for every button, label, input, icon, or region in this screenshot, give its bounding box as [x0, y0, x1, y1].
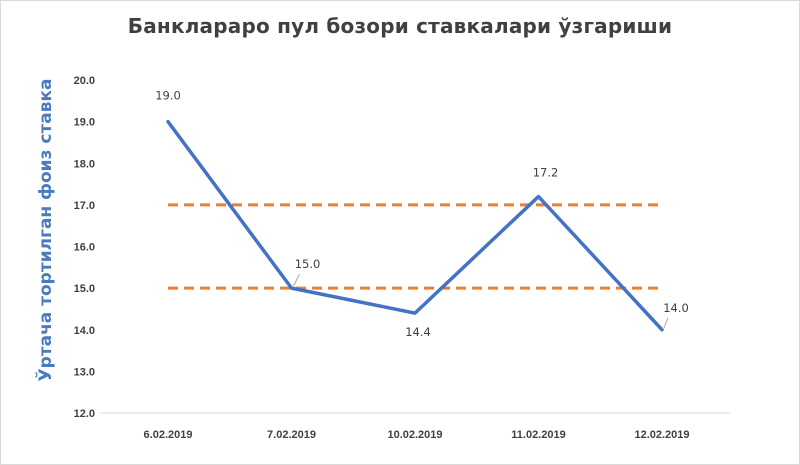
y-tick-label: 18.0: [74, 158, 95, 170]
data-label-leader: [663, 317, 669, 328]
reference-lines: [168, 203, 662, 290]
data-label: 15.0: [295, 257, 321, 271]
y-tick-label: 12.0: [74, 408, 95, 420]
y-tick-label: 19.0: [74, 117, 95, 129]
x-tick-label: 7.02.2019: [267, 429, 316, 441]
y-tick-label: 17.0: [74, 200, 95, 212]
data-label: 19.0: [155, 89, 181, 103]
data-label: 14.0: [663, 301, 689, 315]
data-label: 17.2: [533, 166, 559, 180]
y-tick-label: 13.0: [74, 366, 95, 378]
data-label: 14.4: [405, 325, 431, 339]
data-labels: 19.0 15.0 14.4 17.2 14.0: [155, 89, 689, 339]
data-label-leader: [293, 273, 300, 287]
x-tick-label: 11.02.2019: [511, 429, 565, 441]
x-axis-ticks: 6.02.2019 7.02.2019 10.02.2019 11.02.2019 12…: [144, 429, 690, 441]
y-tick-label: 20.0: [74, 75, 95, 87]
series-line: [166, 119, 664, 332]
series-group: [166, 119, 664, 332]
x-tick-label: 6.02.2019: [144, 429, 193, 441]
y-tick-label: 14.0: [74, 325, 95, 337]
chart-title: Банклараро пул бозори ставкалари ўзгариш…: [127, 14, 673, 38]
x-tick-label: 10.02.2019: [387, 429, 442, 441]
y-tick-label: 15.0: [74, 283, 95, 295]
y-axis-ticks: 12.0 13.0 14.0 15.0 16.0 17.0 18.0 19.0 20.0: [74, 75, 95, 420]
y-tick-label: 16.0: [74, 242, 95, 254]
x-tick-label: 12.02.2019: [634, 429, 689, 441]
